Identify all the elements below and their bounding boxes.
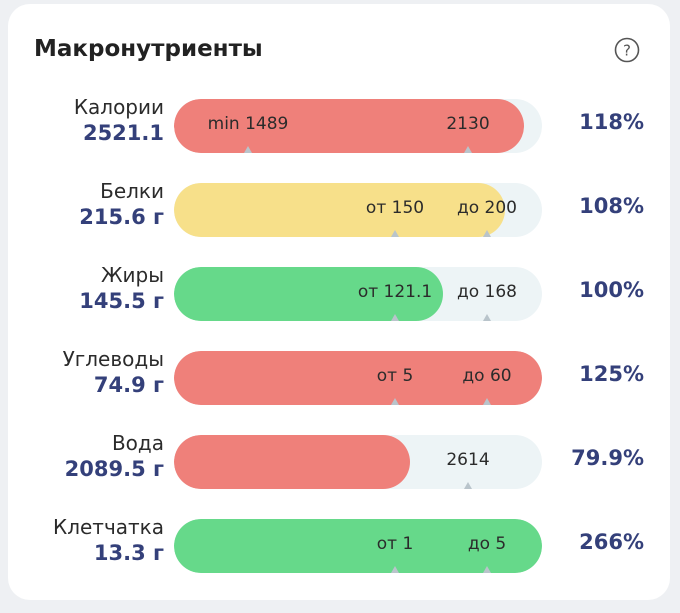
range-marker-label: до 60: [462, 366, 512, 386]
nutrient-name: Жиры: [100, 263, 164, 287]
nutrient-row-fat: Жиры 145.5 г от 121.1 до 168 100%: [8, 264, 670, 322]
nutrient-name: Углеводы: [62, 347, 164, 371]
nutrient-value: 74.9 г: [93, 373, 164, 397]
range-marker-tick: [391, 566, 399, 573]
nutrient-percent: 125%: [579, 362, 644, 386]
range-marker-tick: [464, 482, 472, 489]
card-title: Макронутриенты: [34, 36, 263, 62]
macronutrients-card: Макронутриенты ? Калории 2521.1 min 1489 21…: [8, 4, 670, 600]
range-marker-tick: [483, 230, 491, 237]
nutrient-row-calories: Калории 2521.1 min 1489 2130 118%: [8, 96, 670, 154]
nutrient-row-water: Вода 2089.5 г 2614 79.9%: [8, 432, 670, 490]
progress-fill: [174, 435, 410, 489]
range-marker-label: от 5: [376, 366, 414, 386]
nutrient-percent: 118%: [579, 110, 644, 134]
progress-track: от 1 до 5: [174, 519, 542, 573]
nutrient-name: Клетчатка: [53, 515, 164, 539]
progress-track: от 150 до 200: [174, 183, 542, 237]
nutrient-row-fiber: Клетчатка 13.3 г от 1 до 5 266%: [8, 516, 670, 574]
range-marker-label: до 5: [467, 534, 507, 554]
svg-text:?: ?: [623, 42, 631, 60]
progress-track: 2614: [174, 435, 542, 489]
nutrient-name: Калории: [73, 95, 164, 119]
nutrient-value: 145.5 г: [79, 289, 164, 313]
nutrient-row-protein: Белки 215.6 г от 150 до 200 108%: [8, 180, 670, 238]
range-marker-label: min 1489: [207, 114, 289, 134]
range-marker-label: 2130: [446, 114, 490, 134]
nutrient-row-carbs: Углеводы 74.9 г от 5 до 60 125%: [8, 348, 670, 406]
range-marker-label: до 200: [456, 198, 518, 218]
help-icon[interactable]: ?: [614, 37, 640, 63]
nutrient-name: Белки: [100, 179, 164, 203]
progress-fill: [174, 351, 542, 405]
range-marker-tick: [483, 314, 491, 321]
nutrient-value: 2521.1: [82, 121, 164, 145]
progress-track: min 1489 2130: [174, 99, 542, 153]
range-marker-tick: [391, 230, 399, 237]
range-marker-label: от 150: [365, 198, 425, 218]
range-marker-tick: [483, 566, 491, 573]
range-marker-tick: [483, 398, 491, 405]
range-marker-tick: [244, 146, 252, 153]
range-marker-tick: [464, 146, 472, 153]
range-marker-label: 2614: [446, 450, 490, 470]
progress-fill: [174, 99, 524, 153]
progress-fill: [174, 267, 443, 321]
progress-fill: [174, 519, 542, 573]
range-marker-tick: [391, 398, 399, 405]
nutrient-percent: 108%: [579, 194, 644, 218]
nutrient-value: 13.3 г: [93, 541, 164, 565]
nutrient-percent: 100%: [579, 278, 644, 302]
nutrient-value: 215.6 г: [79, 205, 164, 229]
nutrient-percent: 79.9%: [571, 446, 644, 470]
nutrient-value: 2089.5 г: [64, 457, 164, 481]
range-marker-label: от 1: [376, 534, 414, 554]
nutrient-name: Вода: [111, 431, 164, 455]
range-marker-label: до 168: [456, 282, 518, 302]
range-marker-label: от 121.1: [357, 282, 433, 302]
nutrient-percent: 266%: [579, 530, 644, 554]
range-marker-tick: [391, 314, 399, 321]
progress-track: от 5 до 60: [174, 351, 542, 405]
progress-fill: [174, 183, 505, 237]
progress-track: от 121.1 до 168: [174, 267, 542, 321]
